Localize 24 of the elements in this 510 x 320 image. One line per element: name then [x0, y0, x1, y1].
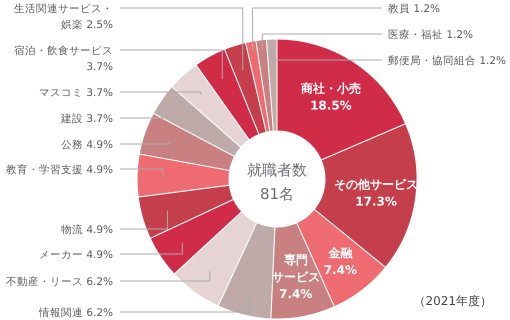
slice-label: 教員 1.2%: [388, 3, 440, 15]
slice-label: 金融: [327, 246, 354, 260]
text: 81名: [260, 185, 294, 203]
slice-label: 公務 4.9%: [60, 139, 114, 151]
slice-label: 不動産・リース 6.2%: [6, 275, 114, 288]
text: 就職者数: [247, 161, 307, 179]
slice-label: メーカー 4.9%: [38, 249, 114, 261]
slice-label: 物流 4.9%: [60, 223, 114, 236]
slice-label: マスコミ 3.7%: [38, 87, 114, 99]
slice-label: 宿泊・飲食サービス 3.7%: [14, 44, 114, 73]
data-label: 18.5%: [310, 98, 352, 113]
slice-label: 商社・小売: [300, 82, 361, 96]
slice-label: 郵便局・協同組合 1.2%: [388, 54, 506, 67]
slice-label: 専門サービス: [272, 253, 320, 284]
data-label: 17.3%: [355, 194, 397, 208]
data-label: 7.4%: [324, 262, 357, 277]
data-label: 7.4%: [279, 287, 312, 302]
slice-label: 情報関連 6.2%: [38, 306, 114, 319]
slice-label: 教育・学習支援 4.9%: [6, 163, 114, 176]
text: （2021年度）: [413, 294, 492, 308]
slice-label: 生活関連サービス・娯楽 2.5%: [14, 2, 114, 31]
slice-label: 医療・福祉 1.2%: [388, 28, 474, 41]
slice-label: その他サービス: [334, 177, 418, 192]
slice-label: 建設 3.7%: [60, 112, 114, 125]
